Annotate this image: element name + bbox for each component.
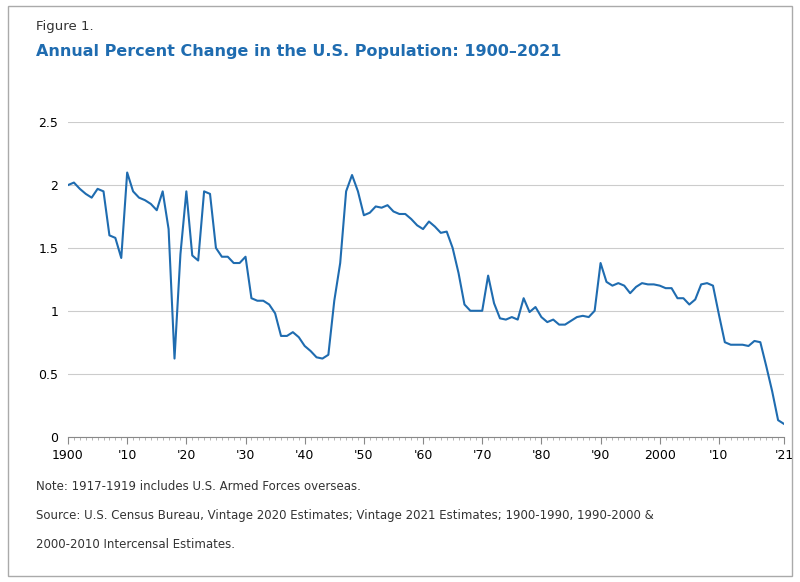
Text: Figure 1.: Figure 1.: [36, 20, 94, 33]
Text: Annual Percent Change in the U.S. Population: 1900–2021: Annual Percent Change in the U.S. Popula…: [36, 44, 562, 59]
Text: Source: U.S. Census Bureau, Vintage 2020 Estimates; Vintage 2021 Estimates; 1900: Source: U.S. Census Bureau, Vintage 2020…: [36, 509, 654, 522]
Text: Note: 1917-1919 includes U.S. Armed Forces overseas.: Note: 1917-1919 includes U.S. Armed Forc…: [36, 480, 361, 493]
Text: 2000-2010 Intercensal Estimates.: 2000-2010 Intercensal Estimates.: [36, 538, 235, 551]
